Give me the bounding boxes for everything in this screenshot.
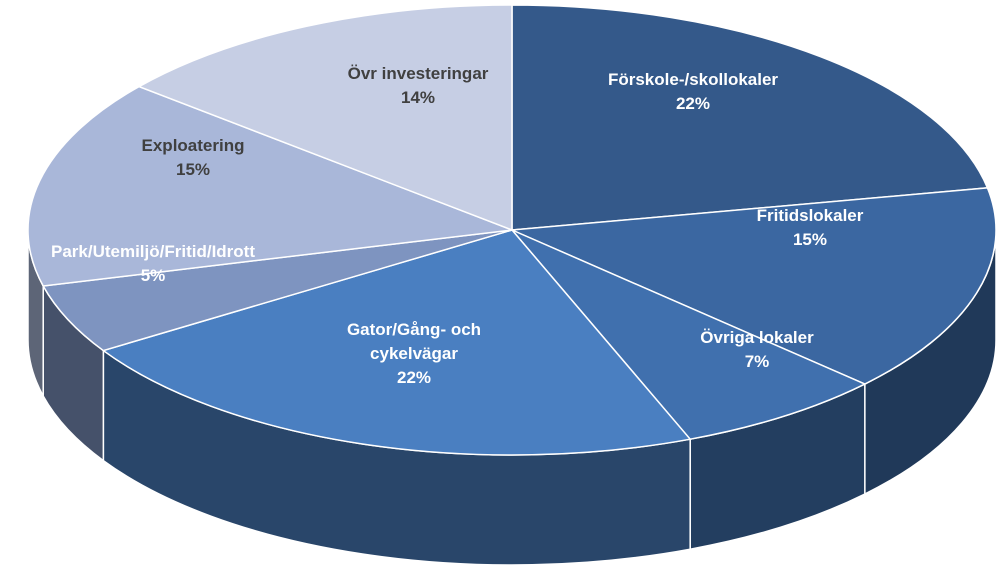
slice-label: Övr investeringar 14% bbox=[348, 62, 489, 110]
slice-label: Övriga lokaler 7% bbox=[700, 326, 813, 374]
category-label: Park/Utemiljö/Fritid/Idrott bbox=[50, 242, 256, 261]
slice bbox=[511, 4, 989, 231]
value-label: 7% bbox=[744, 352, 770, 371]
slice bbox=[137, 4, 513, 232]
category-label: Förskole-/skollokaler bbox=[607, 70, 779, 89]
category-label: Gator/Gång- och cykelvägar bbox=[346, 320, 482, 363]
value-label: 15% bbox=[175, 160, 211, 179]
slice bbox=[42, 229, 513, 352]
slice bbox=[511, 229, 867, 441]
value-label: 22% bbox=[675, 94, 711, 113]
value-label: 14% bbox=[400, 88, 436, 107]
slice-label: Exploatering 15% bbox=[142, 134, 245, 182]
slice bbox=[511, 187, 997, 385]
slice-label: Gator/Gång- och cykelvägar 22% bbox=[314, 318, 514, 390]
value-label: 22% bbox=[396, 368, 432, 387]
slice bbox=[27, 85, 513, 287]
slice-label: Park/Utemiljö/Fritid/Idrott 5% bbox=[51, 240, 255, 288]
slice-label: Förskole-/skollokaler 22% bbox=[608, 68, 778, 116]
category-label: Övriga lokaler bbox=[700, 328, 814, 347]
category-label: Exploatering bbox=[141, 136, 245, 155]
slice-label: Fritidslokaler 15% bbox=[757, 204, 864, 252]
category-label: Fritidslokaler bbox=[756, 206, 864, 225]
value-label: 15% bbox=[792, 230, 828, 249]
slice bbox=[101, 229, 692, 456]
value-label: 5% bbox=[140, 266, 166, 285]
category-label: Övr investeringar bbox=[347, 64, 489, 83]
